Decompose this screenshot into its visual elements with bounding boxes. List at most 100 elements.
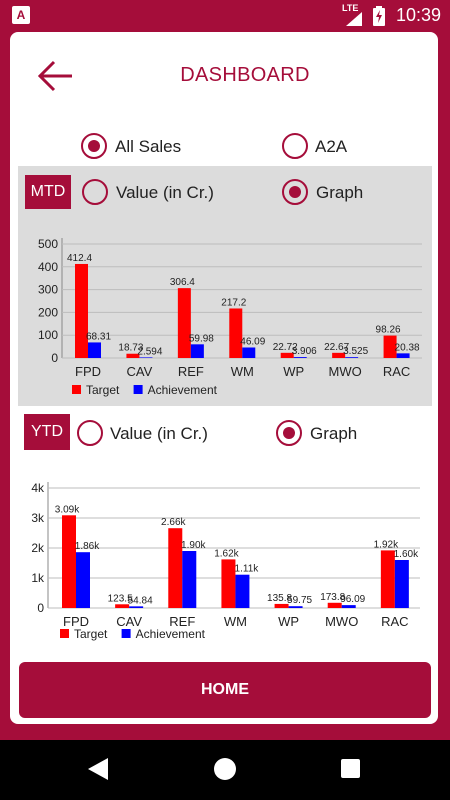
- y-tick-label: 0: [37, 601, 44, 615]
- ytd-tag: YTD: [24, 414, 70, 450]
- x-tick-label: RAC: [381, 614, 408, 629]
- legend-swatch-target: [72, 385, 81, 394]
- bar-achievement-ref: [182, 551, 197, 608]
- network-type-label: LTE: [342, 3, 359, 13]
- x-tick-label: CAV: [127, 364, 153, 379]
- bar-achievement-wp: [288, 606, 303, 608]
- legend-label-target: Target: [86, 383, 120, 397]
- bar-target-mwo: [327, 602, 342, 608]
- ytd-graph-label[interactable]: Graph: [310, 424, 358, 443]
- all-sales-radio[interactable]: [81, 133, 107, 159]
- home-circle-icon[interactable]: [214, 758, 236, 780]
- x-tick-label: REF: [169, 614, 195, 629]
- legend-label-target: Target: [74, 627, 108, 641]
- x-tick-label: WP: [283, 364, 304, 379]
- bar-target-fpd: [75, 263, 88, 358]
- x-tick-label: MWO: [325, 614, 358, 629]
- x-tick-label: CAV: [116, 614, 142, 629]
- mtd-value-radio[interactable]: [82, 179, 108, 205]
- data-label: 3.906: [292, 346, 317, 357]
- bar-achievement-rac: [394, 560, 409, 608]
- legend-swatch-achievement: [133, 385, 143, 394]
- data-label: 306.4: [170, 277, 195, 288]
- navigation-bar: [0, 740, 450, 800]
- data-label: 59.98: [189, 333, 214, 344]
- data-label: 1.60k: [394, 549, 419, 560]
- data-label: 1.11k: [235, 564, 260, 575]
- x-tick-label: WP: [278, 614, 299, 629]
- bar-achievement-wp: [293, 357, 307, 358]
- data-label: 2.66k: [161, 517, 186, 528]
- data-label: 173.8: [320, 592, 345, 603]
- bar-target-ref: [177, 288, 191, 358]
- data-label: 135.8: [267, 593, 292, 604]
- app-notification-icon: A: [12, 6, 30, 24]
- mtd-graph-radio[interactable]: [282, 179, 308, 205]
- y-tick-label: 0: [51, 351, 58, 365]
- status-bar: A LTE 10:39: [0, 0, 450, 30]
- bar-achievement-rac: [396, 353, 410, 358]
- data-label: 217.2: [221, 297, 246, 308]
- data-label: 3.09k: [55, 504, 80, 515]
- data-label: 2.594: [137, 346, 162, 357]
- bar-achievement-cav: [139, 357, 153, 358]
- data-label: 18.73: [118, 343, 143, 354]
- y-tick-label: 4k: [31, 481, 45, 495]
- mtd-graph-label[interactable]: Graph: [316, 183, 364, 202]
- bar-target-wm: [229, 308, 243, 358]
- data-label: 22.72: [273, 342, 298, 353]
- data-label: 1.92k: [374, 539, 399, 550]
- data-label: 98.26: [376, 325, 401, 336]
- bar-achievement-mwo: [341, 605, 356, 608]
- y-tick-label: 300: [38, 283, 58, 297]
- data-label: 123.5: [108, 593, 133, 604]
- a2a-radio[interactable]: [282, 133, 308, 159]
- all-sales-label[interactable]: All Sales: [115, 137, 182, 156]
- x-tick-label: REF: [178, 364, 204, 379]
- x-tick-label: WM: [231, 364, 254, 379]
- legend-swatch-target: [60, 629, 69, 638]
- signal-icon: [346, 12, 362, 26]
- bar-target-cav: [126, 353, 140, 358]
- mtd-bar-chart: 0 100 200 300 400 500 412.4 68.31 FPD 18.732.594 C…: [38, 237, 422, 397]
- data-label: 54.84: [128, 595, 153, 606]
- back-button[interactable]: [36, 58, 76, 94]
- ytd-value-radio[interactable]: [77, 420, 103, 446]
- data-label: 68.31: [86, 331, 111, 342]
- arrow-left-icon: [37, 60, 72, 92]
- bar-achievement-cav: [129, 606, 144, 608]
- clock: 10:39: [396, 5, 442, 25]
- data-label: 59.75: [287, 595, 312, 606]
- bar-target-cav: [115, 604, 130, 608]
- data-label: 46.09: [240, 336, 265, 347]
- home-button[interactable]: HOME: [19, 662, 431, 718]
- y-tick-label: 3k: [31, 511, 45, 525]
- legend-label-achievement: Achievement: [136, 627, 206, 641]
- data-label: 20.38: [395, 342, 420, 353]
- y-tick-label: 100: [38, 328, 58, 342]
- y-tick-label: 1k: [31, 571, 45, 585]
- y-tick-label: 500: [38, 237, 58, 251]
- back-triangle-icon[interactable]: [88, 758, 108, 780]
- data-label: 412.4: [67, 253, 92, 264]
- mtd-value-label[interactable]: Value (in Cr.): [116, 183, 214, 202]
- bar-target-wp: [274, 603, 289, 608]
- x-tick-label: RAC: [383, 364, 410, 379]
- bar-achievement-wm: [235, 574, 250, 608]
- bar-achievement-fpd: [88, 342, 101, 358]
- data-label: 1.86k: [75, 541, 100, 552]
- bar-target-mwo: [332, 352, 346, 358]
- recents-square-icon[interactable]: [341, 759, 360, 778]
- data-label: 3.525: [343, 346, 368, 357]
- x-tick-label: MWO: [329, 364, 362, 379]
- ytd-graph-radio[interactable]: [276, 420, 302, 446]
- dashboard-card: DASHBOARD All Sales A2A MTD Value (in Cr…: [10, 32, 438, 724]
- x-tick-label: FPD: [63, 614, 89, 629]
- x-tick-label: FPD: [75, 364, 101, 379]
- x-tick-label: WM: [224, 614, 247, 629]
- a2a-label[interactable]: A2A: [315, 137, 348, 156]
- ytd-value-label[interactable]: Value (in Cr.): [110, 424, 208, 443]
- page-title: DASHBOARD: [180, 64, 310, 86]
- bar-achievement-ref: [190, 344, 204, 358]
- legend-label-achievement: Achievement: [148, 383, 218, 397]
